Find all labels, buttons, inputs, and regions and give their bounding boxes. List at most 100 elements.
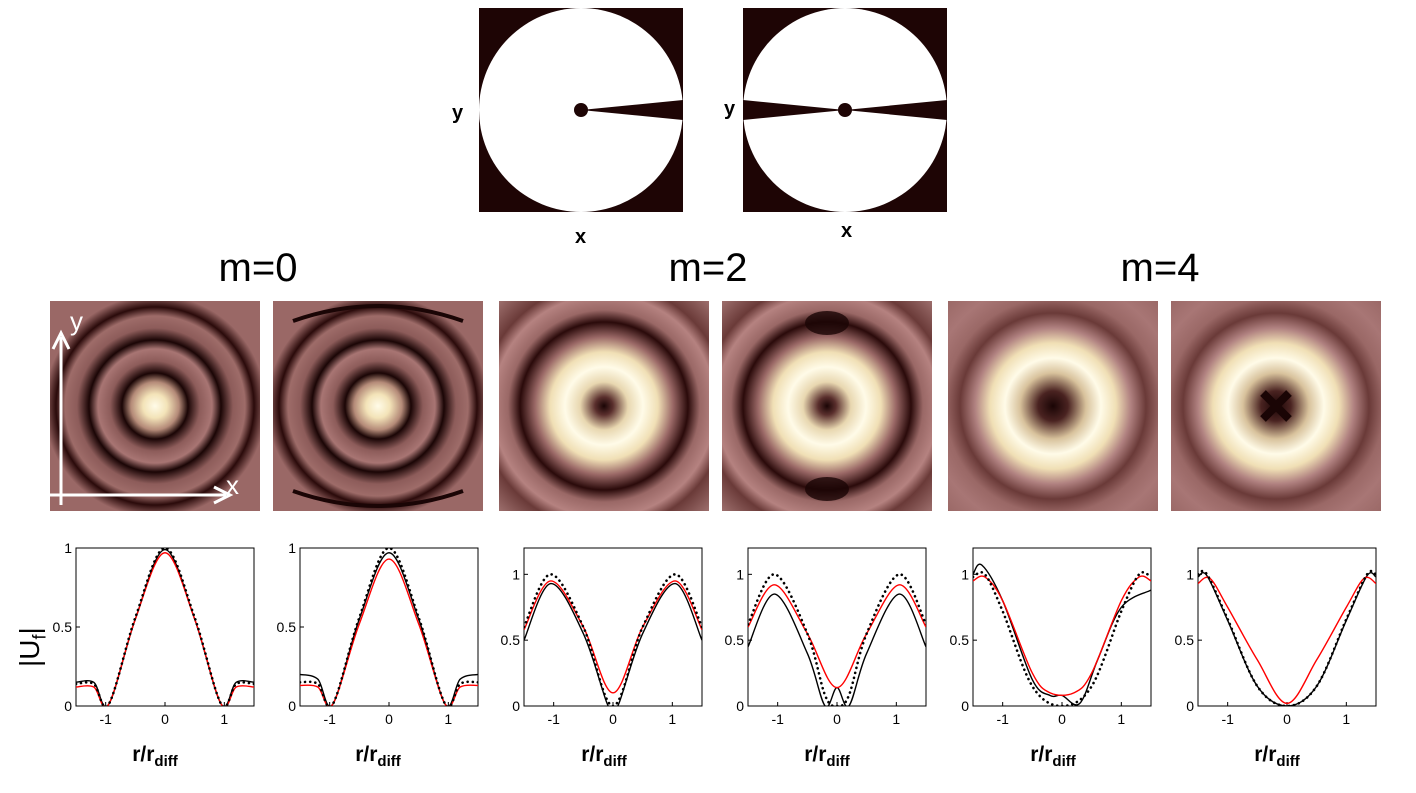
xlabel-5: r/rdiff [1030,743,1076,771]
y-tick-label: 1 [64,540,72,556]
mask1-y-label: y [452,102,464,124]
axis-arrow-y-label: y [70,306,83,336]
x-tick-label: -1 [996,711,1009,727]
column-label-m4: m=4 [1120,246,1200,290]
beam-image-m4-a [948,301,1158,511]
series-line-2 [76,552,254,706]
series-line-3 [76,548,254,706]
beam-image-m2-b [722,301,932,511]
plot-svg-1: -1 0 1 0 0.5 1 [53,540,255,727]
xlabel-6: r/rdiff [1254,743,1300,771]
series-line-2 [973,575,1151,697]
beam-image-m0-a [50,301,260,511]
plot-svg-6: -1 0 1 0 0.5 1 [1175,547,1377,727]
line-plot-4: -1 0 1 0 0.5 1 [720,540,930,760]
x-tick-label: 0 [385,711,393,727]
series-line-1 [1198,572,1376,706]
series-line-3 [300,548,478,706]
x-tick-label: -1 [323,711,336,727]
y-tick-label: 1 [961,566,969,582]
line-plot-3: -1 0 1 0 0.5 1 [496,540,706,760]
ylabel-end: | [14,627,45,635]
y-tick-label: 1 [1186,566,1194,582]
plot-frame [299,547,479,707]
series-line-3 [1198,569,1376,706]
line-plot-6: -1 0 1 0 0.5 1 [1170,540,1380,760]
plot-frame [523,547,703,707]
ylabel-main: |U [14,639,45,668]
beam-image-m0-b [273,301,483,511]
line-plot-5: -1 0 1 0 0.5 1 [945,540,1155,760]
x-tick-label: -1 [547,711,560,727]
series-line-3 [973,570,1151,706]
plots-ylabel: |Uf| [14,627,51,667]
series-line-1 [76,548,254,706]
y-tick-label: 0 [961,698,969,714]
series-line-1 [300,552,478,706]
xlabel-4: r/rdiff [804,743,850,771]
plot-svg-2: -1 0 1 0 0.5 1 [277,540,479,727]
xlabel-2: r/rdiff [355,743,401,771]
y-tick-label: 0.5 [950,632,970,648]
mask2-x-label: x [841,220,853,242]
plot-svg-3: -1 0 1 0 0.5 1 [501,547,703,727]
axis-arrows [50,329,234,505]
y-tick-label: 1 [512,566,520,582]
line-plot-1: -1 0 1 0 0.5 1 [48,540,258,760]
column-label-m0: m=0 [218,246,298,290]
x-tick-label: 1 [1342,711,1350,727]
x-tick-label: 1 [668,711,676,727]
xlabel-3: r/rdiff [581,743,627,771]
line-plot-2: -1 0 1 0 0.5 1 [272,540,482,760]
x-tick-label: 0 [609,711,617,727]
y-tick-label: 0 [64,698,72,714]
x-tick-label: 1 [892,711,900,727]
series-line-1 [748,593,926,706]
series-line-2 [1198,576,1376,705]
x-tick-label: 1 [220,711,228,727]
y-tick-label: 0.5 [53,619,73,635]
x-tick-label: 0 [1058,711,1066,727]
beam-image-m2-a [499,301,709,511]
x-tick-label: -1 [1221,711,1234,727]
y-tick-label: 0.5 [1175,632,1195,648]
y-tick-label: 0.5 [501,632,521,648]
series-line-1 [524,582,702,706]
column-label-m2: m=2 [668,246,748,290]
y-tick-label: 0 [512,698,520,714]
y-tick-label: 0 [288,698,296,714]
ylabel-sub: f [29,634,50,640]
x-tick-label: 0 [161,711,169,727]
mask2-y-label: y [724,98,736,120]
series-line-3 [524,573,702,706]
y-tick-label: 1 [288,540,296,556]
plot-frame [972,547,1152,707]
mask-double-slit [743,8,947,212]
y-tick-label: 0.5 [277,619,297,635]
axis-arrow-x-label: x [226,470,239,500]
mask-single-slit [479,8,683,212]
plot-frame [747,547,927,707]
plot-frame [1197,547,1377,707]
y-tick-label: 0 [1186,698,1194,714]
series-line-2 [524,580,702,694]
y-tick-label: 0 [736,698,744,714]
plot-svg-5: -1 0 1 0 0.5 1 [950,547,1152,727]
series-line-2 [300,558,478,706]
series-line-3 [748,573,926,706]
y-tick-label: 1 [736,566,744,582]
plot-frame [75,547,255,707]
x-tick-label: -1 [99,711,112,727]
xlabel-1: r/rdiff [132,743,178,771]
x-tick-label: 0 [833,711,841,727]
x-tick-label: 1 [1117,711,1125,727]
x-tick-label: 0 [1283,711,1291,727]
plot-svg-4: -1 0 1 0 0.5 1 [725,547,927,727]
series-line-2 [748,584,926,689]
mask1-x-label: x [575,226,587,248]
series-line-1 [973,563,1151,706]
x-tick-label: -1 [771,711,784,727]
beam-image-m4-b [1171,301,1381,511]
x-tick-label: 1 [444,711,452,727]
y-tick-label: 0.5 [725,632,745,648]
